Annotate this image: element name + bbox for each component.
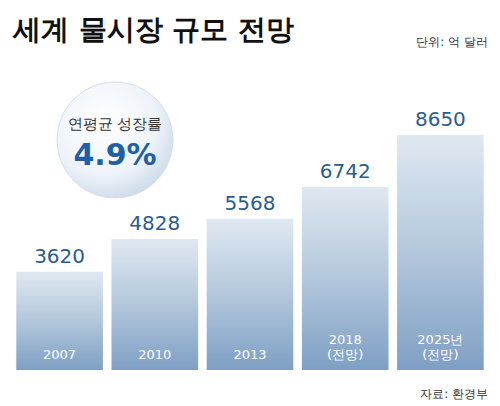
svg-text:6742: 6742 <box>320 159 371 183</box>
svg-text:3620: 3620 <box>34 244 85 268</box>
svg-text:4828: 4828 <box>129 211 180 235</box>
svg-text:5568: 5568 <box>225 191 276 215</box>
svg-text:단위: 억 달러: 단위: 억 달러 <box>416 35 488 49</box>
svg-text:2018: 2018 <box>329 332 362 347</box>
svg-text:(전망): (전망) <box>422 347 458 362</box>
svg-text:세계 물시장 규모 전망: 세계 물시장 규모 전망 <box>12 13 294 46</box>
svg-text:4.9%: 4.9% <box>73 137 156 172</box>
svg-text:2010: 2010 <box>138 347 171 362</box>
svg-text:자료: 환경부: 자료: 환경부 <box>420 387 488 401</box>
svg-text:2013: 2013 <box>233 347 266 362</box>
svg-text:연평균 성장률: 연평균 성장률 <box>68 115 163 133</box>
svg-text:2007: 2007 <box>43 347 76 362</box>
svg-text:2025년: 2025년 <box>417 332 463 347</box>
svg-text:(전망): (전망) <box>327 347 363 362</box>
svg-text:8650: 8650 <box>415 107 466 131</box>
